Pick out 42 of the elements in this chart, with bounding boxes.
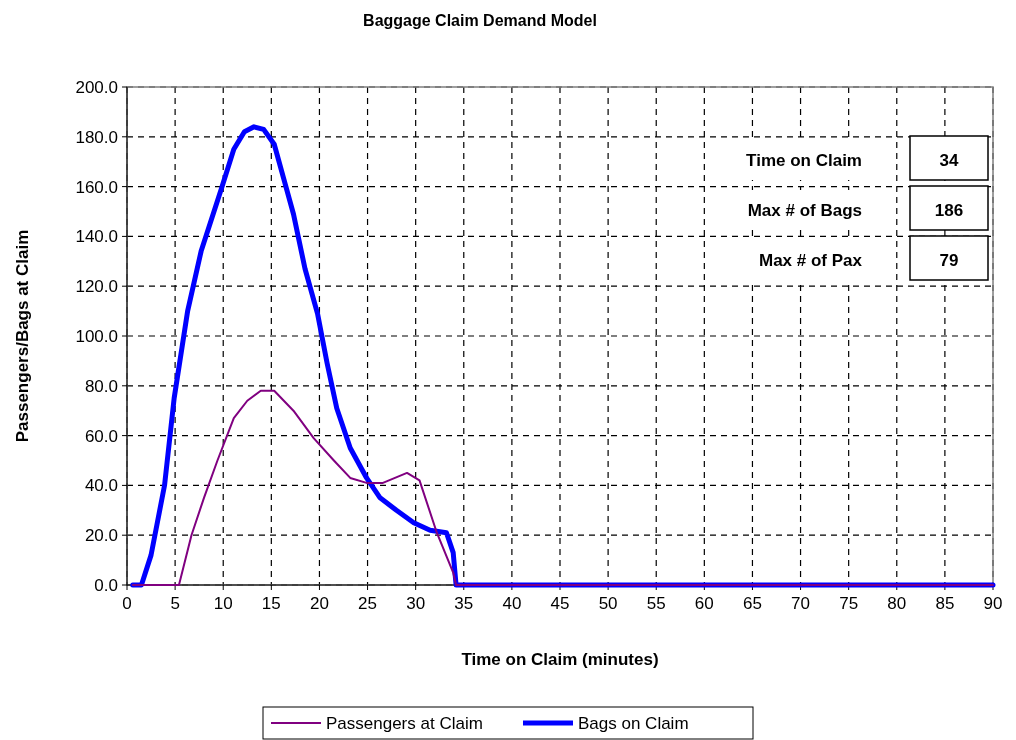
x-tick-label: 40 — [502, 594, 522, 613]
x-tick-label: 0 — [122, 594, 132, 613]
legend-label: Passengers at Claim — [326, 713, 483, 733]
annotation: Max # of Bags — [747, 200, 862, 220]
x-tick-label: 70 — [791, 594, 811, 613]
annotation: 34 — [939, 150, 959, 170]
x-tick-label: 55 — [646, 594, 666, 613]
y-axis-title: Passengers/Bags at Claim — [13, 229, 32, 443]
y-tick-label: 40.0 — [84, 476, 118, 496]
y-tick-label: 180.0 — [75, 127, 118, 147]
y-tick-label: 140.0 — [75, 227, 118, 247]
y-tick-label: 100.0 — [75, 326, 118, 346]
legend-label: Bags on Claim — [578, 713, 689, 733]
x-tick-label: 90 — [983, 594, 1003, 613]
x-tick-label: 75 — [839, 594, 859, 613]
x-tick-label: 45 — [550, 594, 570, 613]
y-tick-label: 160.0 — [75, 177, 118, 197]
x-tick-label: 60 — [694, 594, 714, 613]
x-tick-label: 80 — [887, 594, 907, 613]
x-tick-label: 65 — [742, 594, 762, 613]
x-tick-label: 85 — [935, 594, 955, 613]
x-tick-label: 25 — [358, 594, 378, 613]
annotation: Time on Claim — [746, 150, 862, 170]
x-tick-label: 20 — [309, 594, 329, 613]
annotation: 79 — [939, 250, 959, 270]
y-tick-label: 20.0 — [84, 526, 118, 546]
x-tick-label: 30 — [406, 594, 426, 613]
y-tick-label: 60.0 — [84, 426, 118, 446]
x-tick-label: 15 — [261, 594, 281, 613]
x-axis-title: Time on Claim (minutes) — [461, 650, 659, 669]
line-series — [131, 389, 994, 586]
x-tick-label: 5 — [170, 594, 180, 613]
x-tick-label: 35 — [454, 594, 474, 613]
x-tick-label: 50 — [598, 594, 618, 613]
chart-title: Baggage Claim Demand Model — [363, 12, 597, 29]
annotation: Max # of Pax — [759, 250, 863, 270]
y-tick-label: 80.0 — [84, 376, 118, 396]
y-tick-label: 0.0 — [94, 575, 118, 595]
y-tick-label: 120.0 — [75, 277, 118, 297]
x-tick-label: 10 — [213, 594, 233, 613]
y-tick-label: 200.0 — [75, 77, 118, 97]
annotation: 186 — [934, 200, 964, 220]
